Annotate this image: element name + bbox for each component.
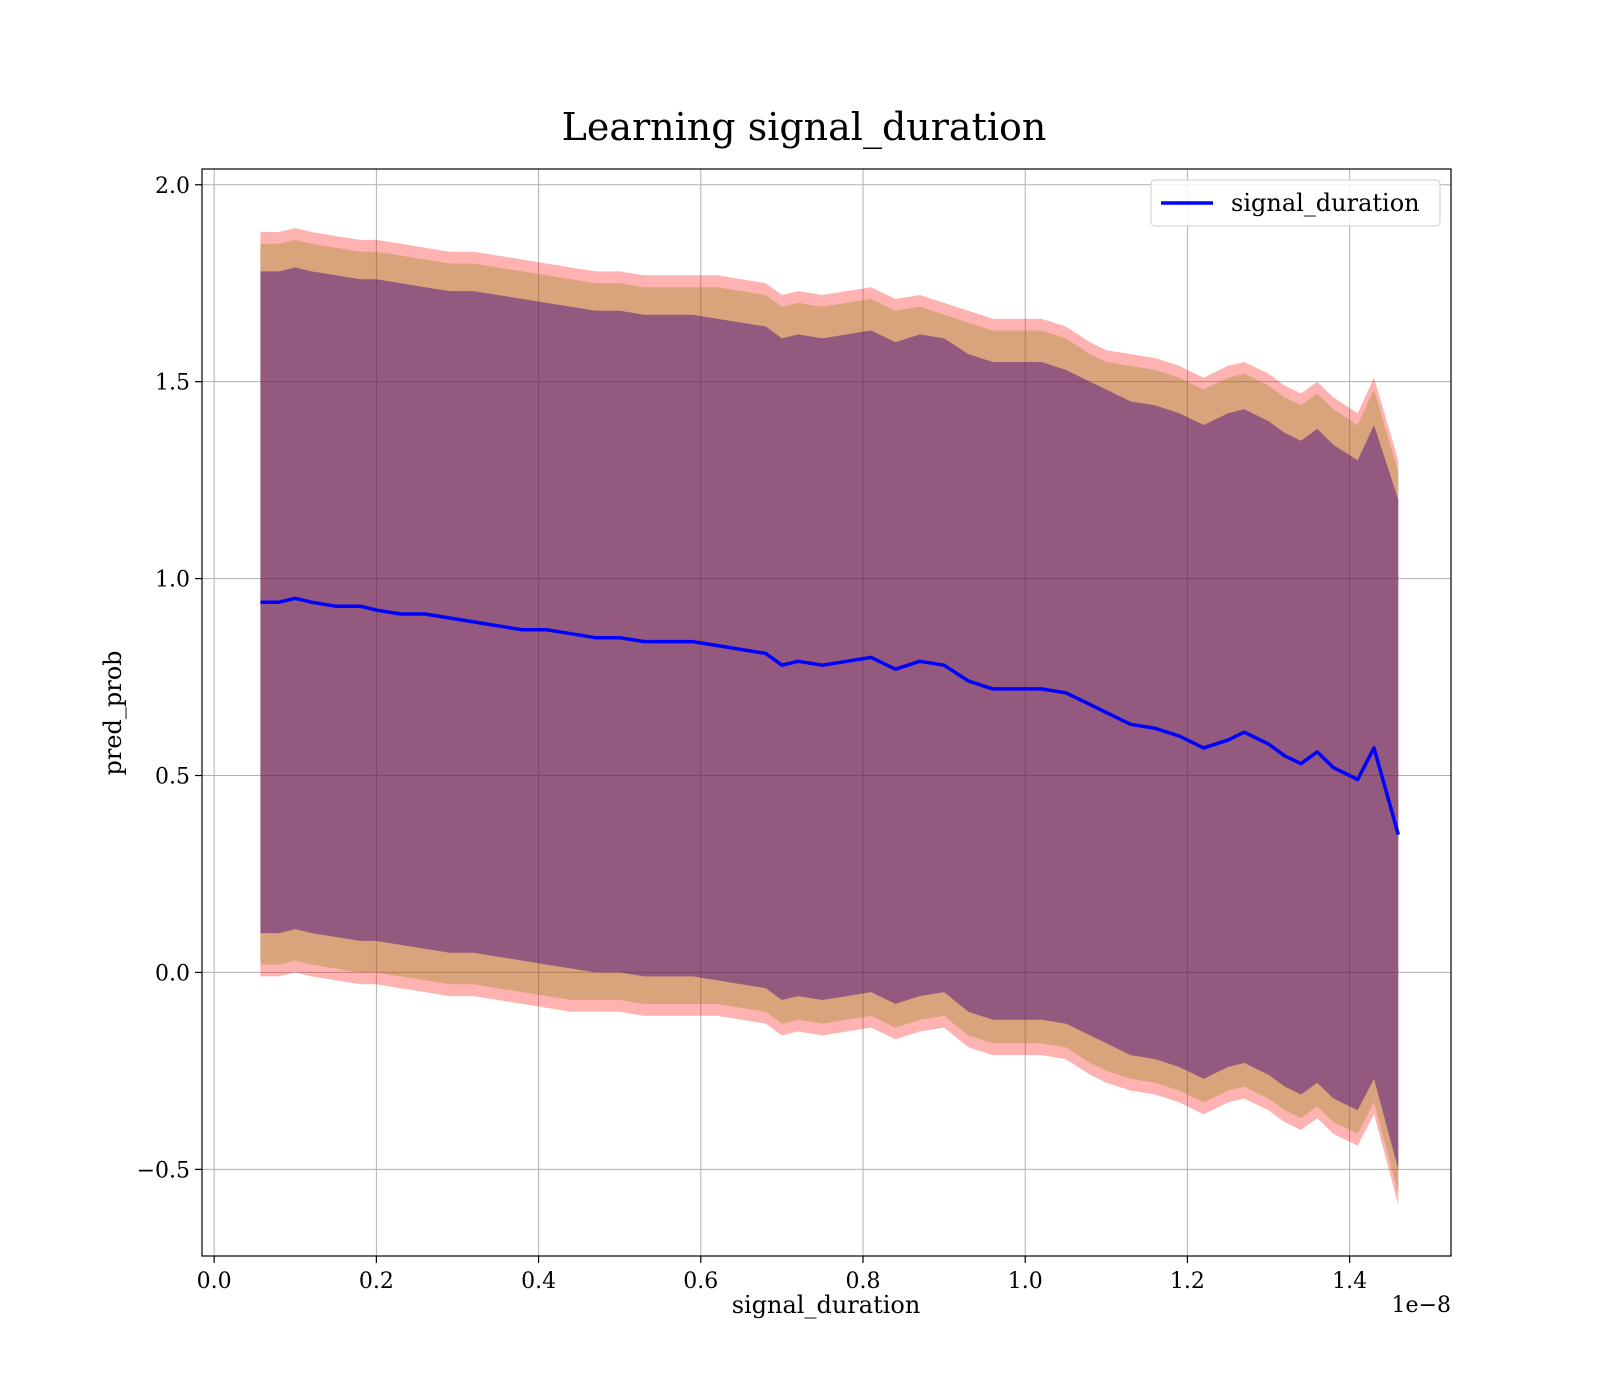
y-tick-label: −0.5 xyxy=(137,1158,190,1183)
x-tick-label: 1.0 xyxy=(1008,1269,1043,1294)
x-tick-label: 0.0 xyxy=(197,1269,232,1294)
legend-box xyxy=(1150,179,1441,227)
y-tick-label: 2.0 xyxy=(155,174,190,199)
y-tick-label: 1.5 xyxy=(155,371,190,396)
x-tick-label: 1.4 xyxy=(1332,1269,1367,1294)
series-line xyxy=(260,596,1400,836)
confidence-bands xyxy=(260,228,1399,1205)
x-axis-label: signal_duration xyxy=(732,1291,921,1319)
series-lines xyxy=(260,596,1400,836)
plot-frame xyxy=(201,168,1452,1257)
x-tick-label: 0.6 xyxy=(683,1269,718,1294)
x-axis-ticks: 0.0 0.2 0.4 0.6 0.8 1.0 1.2 1.4 xyxy=(197,1256,1367,1294)
confidence-band xyxy=(260,267,1399,1170)
confidence-band xyxy=(260,239,1399,1193)
y-axis-label: pred_prob xyxy=(99,650,127,775)
y-tick-label: 0.0 xyxy=(155,961,190,986)
y-tick-label: 0.5 xyxy=(155,765,190,790)
grid-lines xyxy=(202,169,1451,1256)
chart-title: Learning signal_duration xyxy=(562,105,1047,150)
x-tick-label: 1.2 xyxy=(1170,1269,1205,1294)
x-axis-offset-label: 1e−8 xyxy=(1392,1293,1451,1318)
legend: signal_duration xyxy=(1150,179,1441,227)
x-tick-label: 0.2 xyxy=(359,1269,394,1294)
legend-label: signal_duration xyxy=(1231,189,1420,217)
x-tick-label: 0.4 xyxy=(521,1269,556,1294)
y-axis-ticks: −0.5 0.0 0.5 1.0 1.5 2.0 xyxy=(137,174,202,1183)
confidence-band xyxy=(260,228,1399,1205)
y-tick-label: 1.0 xyxy=(155,568,190,593)
x-tick-label: 0.8 xyxy=(845,1269,880,1294)
